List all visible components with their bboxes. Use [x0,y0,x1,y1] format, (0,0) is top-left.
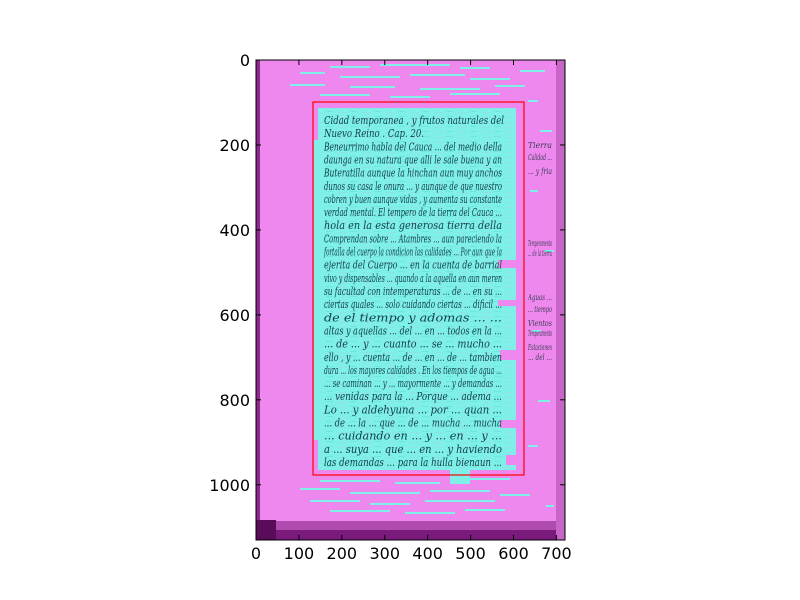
x-tick-label: 300 [369,544,400,563]
margin-note: Tierra [528,141,552,150]
margin-note: Vientos [528,319,552,328]
manuscript-line: ciertas quales ... solo cuidando ciertas… [324,298,502,311]
x-tick-label: 700 [541,544,572,563]
manuscript-line: Cidad temporanea , y frutos naturales de… [324,114,504,127]
margin-note: Temperamento [528,329,552,338]
margin-note: ... y fria [528,167,552,176]
manuscript-line: ... de ... y ... cuanto ... se ... mucho… [324,338,502,351]
manuscript-line: ejerita del Cuerpo ... en la cuenta de b… [324,259,502,272]
page-left-edge [256,60,260,540]
manuscript-line: las demandas ... para la hulla bienaun .… [324,456,502,469]
manuscript-line: dunos su casa le onura ... y aunque de q… [324,180,502,193]
manuscript-line: dura ... los mayores calidades . En los … [324,364,502,377]
manuscript-line: Lo ... y aldehyuna ... por ... quan ... [323,403,502,416]
y-tick-label: 800 [219,391,250,410]
axes-frame [255,59,566,541]
manuscript-line: ... de ... la ... que ... de ... mucha .… [324,417,502,430]
y-tick-label: 200 [219,136,250,155]
margin-note: ... del ... [528,353,552,362]
noise-bottom [300,478,530,514]
y-tick-label: 400 [219,221,250,240]
page-corner-shadow [256,520,276,540]
manuscript-line: verdad mental. El tempero de la tierra d… [324,206,502,219]
manuscript-line: ... cuidando en ... y ... en ... y ... [324,430,502,443]
noise-top [290,64,545,98]
margin-note: Estaciones [527,343,552,352]
manuscript-line: Nuevo Reino . Cap. 20. [323,127,424,140]
manuscript-line: Beneurrimo habla del Cauca ... del medio… [323,140,502,153]
x-tick-label: 100 [284,544,315,563]
text-mask-region [314,108,520,484]
margin-note: Temperamento [528,239,552,248]
page-right-gutter [556,60,565,540]
x-tick-label: 500 [455,544,486,563]
manuscript-line: de el tiempo y adomas ... ... [324,311,502,324]
manuscript-text: Cidad temporanea , y frutos naturales de… [323,114,504,469]
scan-image: Cidad temporanea , y frutos naturales de… [256,60,565,540]
margin-note: ... tiempo [528,305,552,314]
manuscript-line: Comprendan sobre ... Atambres ... aun pa… [324,232,502,245]
y-tick-label: 1000 [209,476,250,495]
margin-notes: Tierra Calidad ... ... y fria Temperamento.… [527,141,552,362]
manuscript-line: su facultad con intemperaturas ... de ..… [324,285,502,298]
y-axis: 0 200 400 600 800 1000 [209,51,565,495]
margin-note: ... de la tierra [528,249,552,258]
margin-note: Aguas ... [527,293,552,302]
manuscript-line: a ... suya ... que ... en ... y haviendo [324,443,502,456]
x-axis: 0 100 200 300 400 500 600 700 [251,60,572,563]
manuscript-line: vivo y dispensables ... quando a la aque… [324,272,502,285]
manuscript-line: ... venidas para la ... Porque ... adema… [324,390,502,403]
page-bottom-shadow [256,530,565,540]
manuscript-line: hola en la esta generosa tierra della [324,219,502,232]
manuscript-line: altas y aquellas ... del ... en ... todo… [324,324,502,337]
x-tick-label: 600 [498,544,529,563]
y-tick-label: 600 [219,306,250,325]
x-tick-label: 0 [251,544,261,563]
y-tick-label: 0 [240,51,250,70]
manuscript-line: Buteratilla aunque la hinchan aun muy an… [323,167,502,180]
manuscript-line: fortalla del cuerpo la condicion las cal… [323,246,502,259]
margin-note: Calidad ... [528,153,552,162]
x-tick-label: 200 [327,544,358,563]
manuscript-line: daunga en su natura que alli le sale bue… [324,153,502,166]
manuscript-line: ... se caminan ... y ... mayormente ... … [324,377,502,390]
detection-box [312,101,525,476]
noise-right [528,100,554,507]
manuscript-line: cobren y buen aunque vidas , y aumenta s… [324,193,502,206]
x-tick-label: 400 [412,544,443,563]
manuscript-line: ello , y ... cuenta ... de ... en ... de… [324,351,502,364]
